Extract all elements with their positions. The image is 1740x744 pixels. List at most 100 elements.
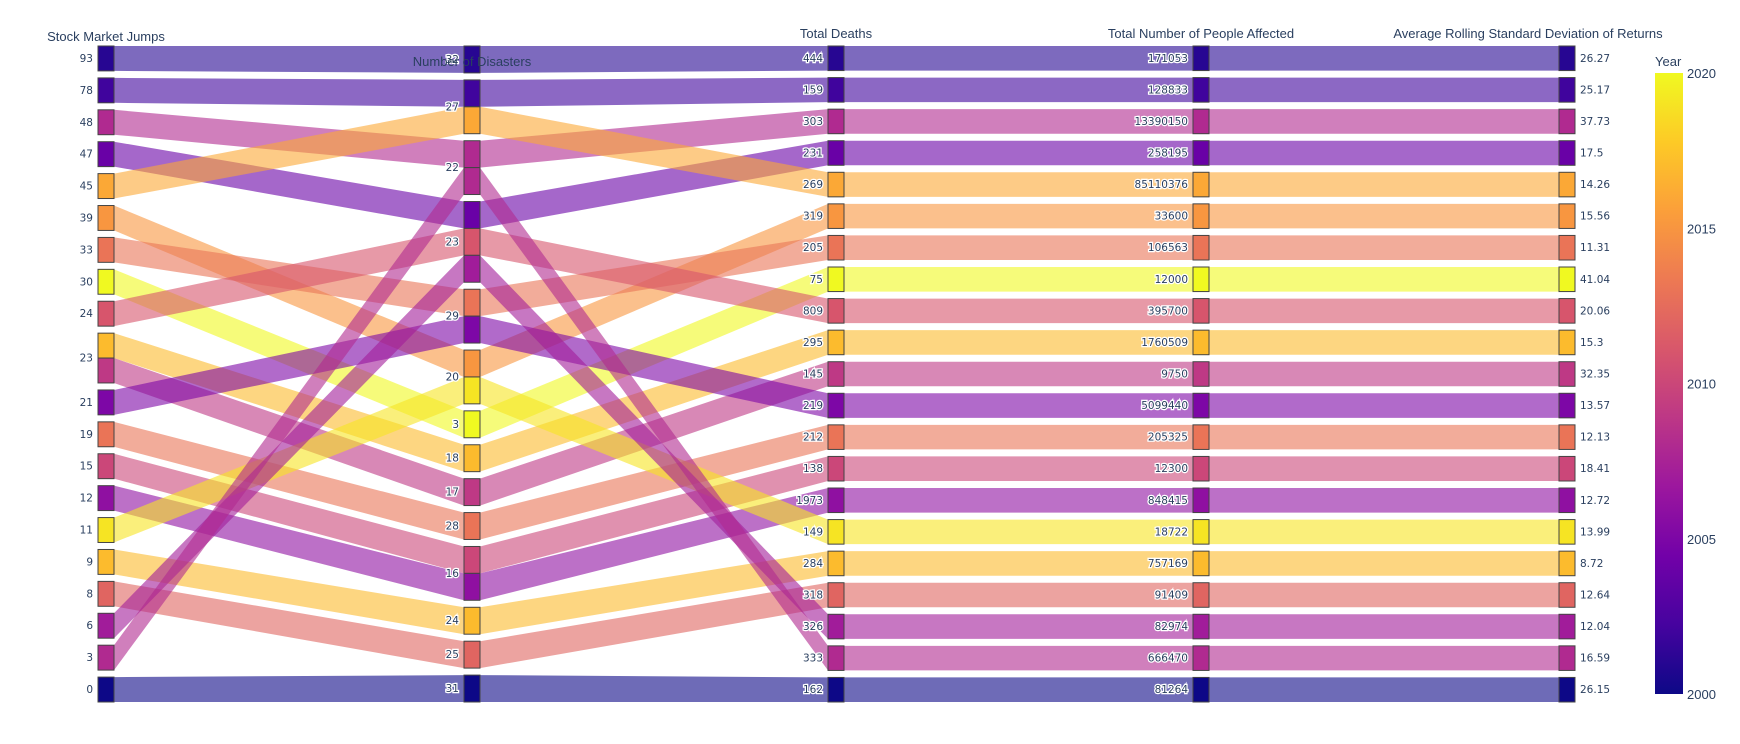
ribbon-8-seg-0 bbox=[114, 228, 464, 327]
node-slice-3-15 bbox=[1192, 519, 1210, 545]
node-slice-0-16 bbox=[97, 548, 115, 575]
node-slice-1-17 bbox=[463, 640, 481, 669]
ribbon-11-seg-3 bbox=[1209, 393, 1559, 418]
node-slice-0-14 bbox=[97, 485, 115, 512]
category-label-0-0: 93 bbox=[80, 53, 93, 65]
node-slice-1-15 bbox=[463, 376, 481, 405]
node-slice-1-6 bbox=[463, 288, 481, 317]
ribbon-12-seg-3 bbox=[1209, 424, 1559, 450]
category-label-0-2: 48 bbox=[80, 117, 93, 129]
ribbon-6-seg-2 bbox=[844, 235, 1193, 260]
node-slice-1-1 bbox=[463, 79, 481, 108]
node-slice-2-9 bbox=[827, 329, 845, 356]
node-slice-1-4 bbox=[463, 106, 481, 135]
node-slice-1-2 bbox=[463, 140, 481, 169]
ribbon-20-seg-1 bbox=[480, 675, 828, 702]
category-label-3-7: 12000 bbox=[1155, 274, 1188, 286]
node-slice-1-9 bbox=[463, 444, 481, 473]
node-slice-4-13 bbox=[1558, 455, 1576, 482]
ribbon-3-seg-3 bbox=[1209, 140, 1559, 166]
colorbar-tick-3: 2015 bbox=[1687, 221, 1716, 236]
node-slice-3-18 bbox=[1192, 613, 1210, 640]
category-label-2-3: 231 bbox=[803, 148, 823, 160]
node-slice-4-2 bbox=[1558, 108, 1576, 135]
node-slice-4-1 bbox=[1558, 77, 1576, 103]
node-slice-4-11 bbox=[1558, 392, 1576, 419]
node-slice-0-20 bbox=[97, 676, 115, 703]
category-label-3-16: 757169 bbox=[1148, 558, 1188, 570]
node-slice-4-3 bbox=[1558, 140, 1576, 166]
node-slice-3-12 bbox=[1192, 424, 1210, 450]
node-slice-2-2 bbox=[827, 108, 845, 135]
node-slice-0-12 bbox=[97, 421, 115, 448]
node-slice-0-7 bbox=[97, 268, 115, 295]
node-slice-1-7 bbox=[463, 410, 481, 439]
category-label-1-7: 18 bbox=[446, 453, 459, 465]
category-label-1-1: 27 bbox=[446, 101, 459, 113]
ribbon-12-seg-2 bbox=[844, 424, 1193, 450]
category-label-4-12: 12.13 bbox=[1580, 432, 1610, 444]
category-label-4-3: 17.5 bbox=[1580, 148, 1603, 160]
category-label-3-18: 82974 bbox=[1155, 621, 1189, 633]
ribbon-16-seg-3 bbox=[1209, 551, 1559, 576]
node-slice-4-9 bbox=[1558, 329, 1576, 356]
ribbon-4-seg-2 bbox=[844, 172, 1193, 197]
ribbon-18-seg-3 bbox=[1209, 614, 1559, 639]
category-label-4-19: 16.59 bbox=[1580, 653, 1610, 665]
ribbon-7-seg-1 bbox=[480, 267, 828, 438]
node-slice-4-12 bbox=[1558, 424, 1576, 450]
ribbon-4-seg-0 bbox=[114, 106, 464, 199]
category-label-4-15: 13.99 bbox=[1580, 526, 1610, 538]
category-label-1-0: 32 bbox=[446, 54, 459, 66]
node-slice-2-4 bbox=[827, 171, 845, 198]
category-label-2-1: 159 bbox=[803, 84, 823, 96]
category-label-0-10: 21 bbox=[80, 397, 93, 409]
node-slice-4-16 bbox=[1558, 550, 1576, 577]
ribbon-6-seg-3 bbox=[1209, 235, 1559, 260]
ribbon-17-seg-1 bbox=[480, 582, 828, 669]
category-label-4-17: 12.64 bbox=[1580, 590, 1610, 602]
node-slice-0-8 bbox=[97, 300, 115, 327]
category-label-1-11: 24 bbox=[446, 615, 460, 627]
category-label-2-9: 295 bbox=[803, 337, 823, 349]
node-slice-2-15 bbox=[827, 519, 845, 545]
node-slice-2-3 bbox=[827, 140, 845, 166]
node-slice-3-16 bbox=[1192, 550, 1210, 577]
node-slice-3-3 bbox=[1192, 140, 1210, 166]
category-label-0-14: 11 bbox=[80, 525, 93, 537]
ribbon-5-seg-1 bbox=[480, 203, 828, 377]
node-slice-2-7 bbox=[827, 266, 845, 293]
category-label-0-11: 19 bbox=[80, 429, 93, 441]
category-label-4-13: 18.41 bbox=[1580, 463, 1610, 475]
ribbon-14-seg-2 bbox=[844, 488, 1193, 513]
category-label-3-5: 33600 bbox=[1155, 211, 1188, 223]
dimension-title-4: Average Rolling Standard Deviation of Re… bbox=[1393, 26, 1663, 41]
category-label-1-4: 29 bbox=[446, 311, 459, 323]
node-slice-2-6 bbox=[827, 234, 845, 261]
node-slice-4-17 bbox=[1558, 582, 1576, 608]
category-label-0-17: 6 bbox=[86, 620, 93, 632]
ribbon-1-seg-3 bbox=[1209, 77, 1559, 103]
category-label-3-0: 171053 bbox=[1148, 53, 1188, 65]
node-slice-3-7 bbox=[1192, 266, 1210, 293]
category-label-4-11: 13.57 bbox=[1580, 400, 1610, 412]
category-label-3-3: 258195 bbox=[1148, 148, 1188, 160]
dimension-title-0: Stock Market Jumps bbox=[47, 29, 165, 44]
ribbon-12-seg-0 bbox=[114, 421, 464, 540]
category-label-3-4: 85110376 bbox=[1135, 179, 1189, 191]
node-slice-1-5 bbox=[463, 349, 481, 378]
category-label-4-16: 8.72 bbox=[1580, 558, 1603, 570]
ribbon-0-seg-1 bbox=[480, 46, 828, 73]
category-label-2-17: 318 bbox=[803, 590, 823, 602]
node-slice-0-6 bbox=[97, 236, 115, 263]
category-label-3-9: 1760509 bbox=[1141, 337, 1188, 349]
ribbon-2-seg-0 bbox=[114, 109, 464, 168]
ribbon-2-seg-3 bbox=[1209, 109, 1559, 134]
category-label-4-1: 25.17 bbox=[1580, 84, 1610, 96]
ribbon-14-seg-0 bbox=[114, 485, 464, 601]
category-label-3-10: 9750 bbox=[1161, 369, 1188, 381]
category-label-0-1: 78 bbox=[80, 85, 93, 97]
node-slice-0-17 bbox=[97, 580, 115, 607]
node-slice-0-15 bbox=[97, 517, 115, 543]
category-label-0-19: 0 bbox=[86, 684, 93, 696]
